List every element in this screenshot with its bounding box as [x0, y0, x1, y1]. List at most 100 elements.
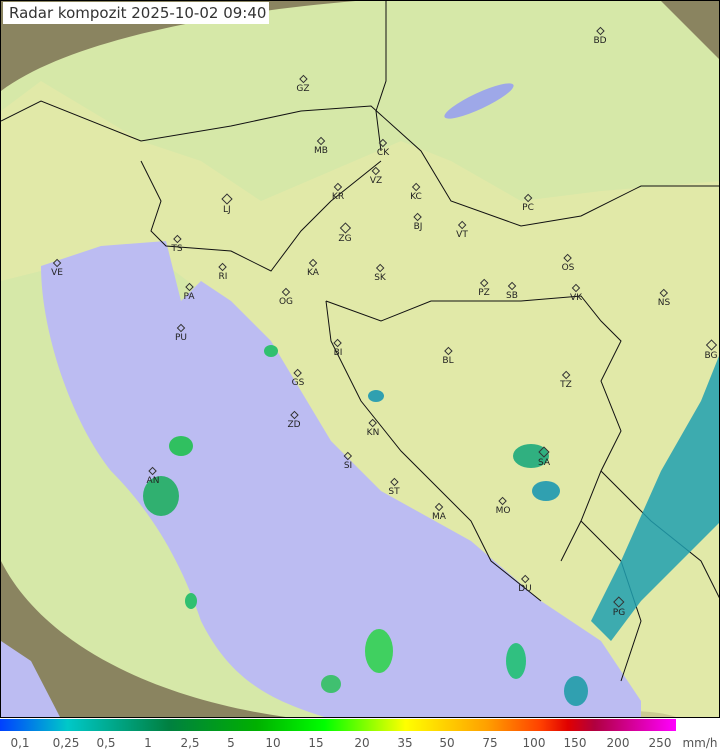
- city-label: PU: [174, 333, 188, 343]
- city-label: RI: [218, 272, 228, 282]
- scale-tick: 15: [308, 736, 324, 750]
- scale-tick: 150: [563, 736, 587, 750]
- city-marker: PC: [522, 193, 534, 213]
- diamond-icon: [561, 370, 571, 380]
- city-label: TS: [171, 244, 183, 254]
- city-marker: KC: [410, 182, 422, 202]
- city-marker: SI: [343, 451, 353, 471]
- city-marker: MO: [496, 496, 510, 516]
- city-marker: AN: [147, 466, 159, 486]
- city-marker: VE: [51, 258, 63, 278]
- city-marker: PU: [174, 323, 188, 343]
- city-marker: SB: [506, 281, 518, 301]
- diamond-icon: [613, 596, 625, 608]
- lake-balaton: [444, 83, 514, 119]
- scale-tick: 0,1: [10, 736, 30, 750]
- city-label: BI: [333, 348, 343, 358]
- adriatic-sea: [41, 241, 641, 717]
- city-marker: KN: [367, 418, 379, 438]
- city-marker: BI: [333, 338, 343, 358]
- city-label: GZ: [296, 84, 310, 94]
- color-scale-labels: 0,1 0,25 0,5 1 2,5 5 10 15 20 35 50 75 1…: [0, 736, 720, 751]
- city-label: TZ: [560, 380, 572, 390]
- diamond-icon: [389, 477, 399, 487]
- diamond-icon: [289, 410, 299, 420]
- diamond-icon: [333, 338, 343, 348]
- diamond-icon: [148, 466, 158, 476]
- city-marker: PG: [612, 596, 626, 618]
- city-label: GS: [291, 378, 305, 388]
- city-marker: TS: [171, 234, 183, 254]
- diamond-icon: [563, 253, 573, 263]
- city-marker: TZ: [560, 370, 572, 390]
- scale-tick: 1: [144, 736, 152, 750]
- diamond-icon: [371, 166, 381, 176]
- diamond-icon: [368, 418, 378, 428]
- city-label: CK: [376, 148, 390, 158]
- map-title: Radar kompozit 2025-10-02 09:40: [3, 2, 269, 24]
- city-label: PG: [612, 608, 626, 618]
- city-label: KR: [331, 192, 345, 202]
- scale-tick: 200: [606, 736, 630, 750]
- city-label: NS: [657, 298, 671, 308]
- city-label: BJ: [413, 222, 423, 232]
- city-label: BG: [704, 351, 718, 361]
- city-label: BL: [442, 356, 454, 366]
- scale-unit: mm/h: [682, 736, 718, 750]
- city-marker: OG: [279, 287, 293, 307]
- scale-tick: 0,5: [96, 736, 116, 750]
- diamond-icon: [375, 263, 385, 273]
- diamond-icon: [411, 182, 421, 192]
- city-label: SK: [374, 273, 386, 283]
- diamond-icon: [176, 323, 186, 333]
- diamond-icon: [378, 138, 388, 148]
- diamond-icon: [595, 26, 605, 36]
- diamond-icon: [316, 136, 326, 146]
- city-label: VZ: [369, 176, 383, 186]
- city-label: SI: [343, 461, 353, 471]
- city-marker: DU: [518, 574, 532, 594]
- diamond-icon: [343, 451, 353, 461]
- diamond-icon: [523, 193, 533, 203]
- scale-tick: 10: [265, 736, 281, 750]
- city-label: DU: [518, 584, 532, 594]
- map-canvas: [1, 1, 719, 717]
- diamond-icon: [184, 282, 194, 292]
- city-marker: BD: [593, 26, 607, 46]
- diamond-icon: [659, 288, 669, 298]
- diamond-icon: [333, 182, 343, 192]
- city-marker: PZ: [478, 278, 490, 298]
- city-marker: ZD: [287, 410, 301, 430]
- diamond-icon: [705, 339, 717, 351]
- city-marker: VK: [570, 283, 582, 303]
- city-label: PC: [522, 203, 534, 213]
- city-label: OS: [561, 263, 575, 273]
- color-scale-bar: [0, 719, 676, 731]
- city-marker: BL: [442, 346, 454, 366]
- city-marker: BJ: [413, 212, 423, 232]
- city-label: KA: [307, 268, 319, 278]
- scale-tick: 5: [227, 736, 235, 750]
- city-label: ZG: [338, 234, 352, 244]
- city-marker: NS: [657, 288, 671, 308]
- city-label: LJ: [223, 205, 231, 215]
- diamond-icon: [172, 234, 182, 244]
- radar-map[interactable]: BD GZ MB CK VZ KR KC LJ PC BJ VT ZG TS V…: [0, 0, 720, 718]
- diamond-icon: [434, 502, 444, 512]
- diamond-icon: [52, 258, 62, 268]
- city-label: SA: [537, 458, 551, 468]
- scale-tick: 250: [648, 736, 672, 750]
- city-marker: SK: [374, 263, 386, 283]
- city-marker: PA: [183, 282, 195, 302]
- diamond-icon: [339, 222, 351, 234]
- diamond-icon: [298, 74, 308, 84]
- city-label: ST: [388, 487, 400, 497]
- city-label: PZ: [478, 288, 490, 298]
- city-label: VT: [456, 230, 468, 240]
- diamond-icon: [479, 278, 489, 288]
- city-marker: MA: [432, 502, 446, 522]
- city-marker: GS: [291, 368, 305, 388]
- city-marker: ZG: [338, 222, 352, 244]
- city-label: ZD: [287, 420, 301, 430]
- city-marker: RI: [218, 262, 228, 282]
